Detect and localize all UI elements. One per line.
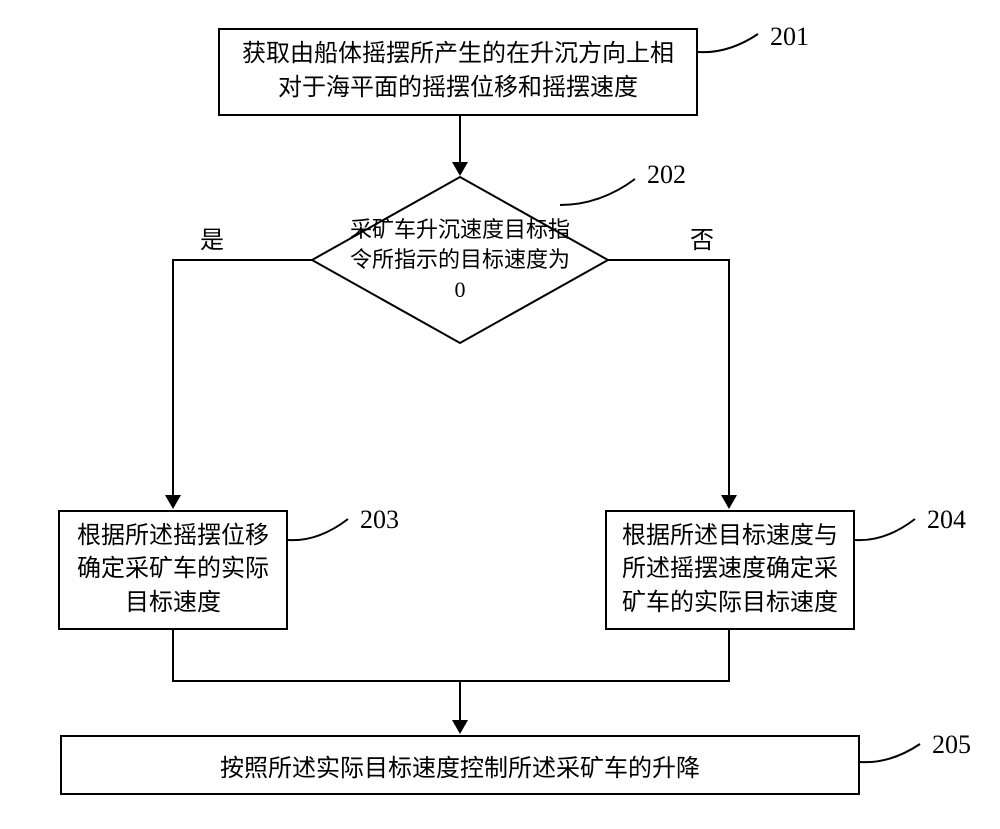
edge-204-merge-v <box>728 630 730 680</box>
edge-202-204-h <box>608 259 730 261</box>
callout-line-202 <box>560 175 645 215</box>
edge-merge-arrow <box>452 720 468 734</box>
callout-205: 205 <box>932 730 971 760</box>
edge-202-203-v <box>172 259 174 497</box>
callout-204: 204 <box>927 505 966 535</box>
edge-203-merge-v <box>172 630 174 680</box>
label-yes: 是 <box>200 220 224 255</box>
flowchart-node-204: 根据所述目标速度与所述摇摆速度确定采矿车的实际目标速度 <box>605 510 855 630</box>
edge-202-204-v <box>728 259 730 497</box>
edge-202-204-arrow <box>721 495 737 509</box>
callout-line-203 <box>288 515 358 550</box>
node-204-text: 根据所述目标速度与所述摇摆速度确定采矿车的实际目标速度 <box>619 520 841 621</box>
callout-203: 203 <box>360 505 399 535</box>
flowchart-node-203: 根据所述摇摆位移确定采矿车的实际目标速度 <box>58 510 288 630</box>
node-203-text: 根据所述摇摆位移确定采矿车的实际目标速度 <box>72 520 274 621</box>
edge-202-203-h <box>172 259 312 261</box>
callout-line-204 <box>855 515 925 550</box>
edge-merge-h <box>172 680 730 682</box>
node-201-text: 获取由船体摇摆所产生的在升沉方向上相对于海平面的摇摆位移和摇摆速度 <box>232 38 684 105</box>
edge-202-203-arrow <box>165 495 181 509</box>
edge-201-202-arrow <box>452 162 468 176</box>
label-no: 否 <box>690 220 714 255</box>
callout-202: 202 <box>647 160 686 190</box>
node-202-text: 采矿车升沉速度目标指令所指示的目标速度为0 <box>350 215 570 304</box>
flowchart-node-205: 按照所述实际目标速度控制所述采矿车的升降 <box>60 735 860 795</box>
edge-201-202 <box>459 116 461 164</box>
callout-line-201 <box>698 30 768 60</box>
node-205-text: 按照所述实际目标速度控制所述采矿车的升降 <box>220 748 700 783</box>
callout-201: 201 <box>770 22 809 52</box>
edge-merge-down <box>459 680 461 722</box>
callout-line-205 <box>860 740 930 775</box>
flowchart-node-201: 获取由船体摇摆所产生的在升沉方向上相对于海平面的摇摆位移和摇摆速度 <box>218 28 698 116</box>
